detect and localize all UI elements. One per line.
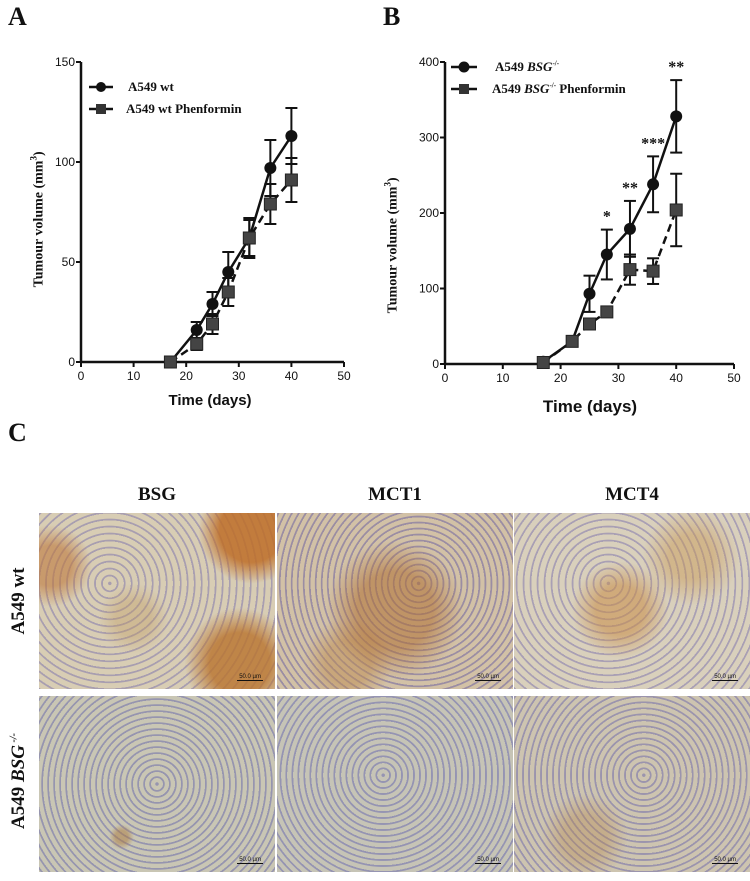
x-tick-label: 30 (232, 369, 246, 383)
ihc-image-bsg-ko-mct1: 50.0 µm (277, 696, 513, 872)
chart-b-xlabel: Time (days) (542, 397, 638, 416)
chart-a-xlabel: Time (days) (168, 392, 252, 409)
ihc-image-bsg-ko-mct4: 50.0 µm (514, 696, 750, 872)
x-tick-label: 10 (496, 371, 510, 385)
x-tick-label: 50 (337, 369, 351, 383)
y-tick-label: 150 (55, 55, 75, 69)
data-point (600, 248, 613, 261)
y-tick-label: 50 (62, 255, 76, 269)
legend-item-a549-wt: A549 wt (88, 76, 242, 98)
legend-item-a549-bsg: A549 BSG-/- (450, 56, 626, 78)
x-tick-label: 40 (670, 371, 684, 385)
data-point (536, 355, 550, 369)
data-point (190, 324, 203, 336)
data-point (206, 317, 219, 331)
panel-letter-c: C (8, 418, 27, 447)
y-tick-label: 0 (432, 357, 439, 371)
column-header-mct4: MCT4 (605, 484, 659, 505)
chart-a-ylabel: Tumour volume (mm3) (28, 151, 47, 288)
x-tick-label: 0 (78, 369, 85, 383)
significance-marker: *** (641, 135, 665, 152)
data-point (163, 355, 177, 369)
chart-b-ylabel: Tumour volume (mm3) (382, 177, 401, 314)
series-line (542, 115, 678, 363)
data-point (600, 305, 614, 319)
data-point (646, 264, 660, 278)
scale-bar: 50.0 µm (237, 674, 263, 681)
x-tick-label: 30 (612, 371, 626, 385)
series-line (542, 209, 678, 364)
legend-item-a549-bsg-phenformin: A549 BSG-/- Phenformin (450, 78, 626, 100)
x-tick-label: 20 (554, 371, 568, 385)
data-point (242, 231, 256, 245)
circle-marker-icon (451, 61, 477, 73)
data-point (583, 287, 596, 300)
data-point (284, 173, 298, 187)
y-tick-label: 200 (419, 206, 439, 220)
legend-item-a549-wt-phenformin: A549 wt Phenformin (88, 98, 242, 120)
data-point (206, 298, 219, 310)
data-point (623, 263, 637, 277)
x-tick-label: 40 (285, 369, 299, 383)
data-point (623, 222, 636, 235)
ihc-image-wt-mct1: 50.0 µm (277, 513, 513, 689)
data-point (190, 337, 204, 351)
column-header-mct1: MCT1 (368, 484, 422, 505)
y-tick-label: 400 (419, 55, 439, 69)
data-point (647, 178, 660, 191)
significance-marker: ** (668, 59, 684, 76)
column-header-bsg: BSG (137, 484, 177, 505)
data-point (264, 162, 277, 174)
data-point (221, 285, 235, 299)
scale-bar: 50.0 µm (237, 857, 263, 864)
significance-marker: * (603, 209, 611, 226)
square-marker-icon (451, 84, 477, 94)
square-marker-icon (89, 104, 113, 114)
data-point (669, 203, 683, 217)
ihc-image-wt-bsg: 50.0 µm (39, 513, 275, 689)
chart-a: 0 10 20 30 40 50 0 50 100 150 (55, 55, 351, 383)
y-tick-label: 300 (419, 131, 439, 145)
circle-marker-icon (89, 82, 113, 92)
panel-letter-b: B (383, 2, 401, 31)
row-label-a549-wt: A549 wt (8, 567, 29, 635)
y-tick-label: 100 (419, 282, 439, 296)
ihc-image-bsg-ko-bsg: 50.0 µm (39, 696, 275, 872)
data-point (565, 334, 579, 348)
scale-bar: 50.0 µm (475, 857, 501, 864)
x-tick-label: 10 (127, 369, 141, 383)
significance-marker: ** (622, 180, 638, 197)
scale-bar: 50.0 µm (712, 857, 738, 864)
data-point (285, 130, 298, 142)
data-point (263, 197, 277, 211)
panel-letter-a: A (8, 2, 27, 31)
chart-b-legend: A549 BSG-/- A549 BSG-/- Phenformin (450, 56, 626, 100)
row-label-a549-bsg: A549 BSG -/- (8, 733, 29, 829)
data-point (583, 317, 596, 331)
x-tick-label: 20 (180, 369, 194, 383)
y-tick-label: 100 (55, 155, 75, 169)
chart-a-legend: A549 wt A549 wt Phenformin (88, 76, 242, 120)
x-tick-label: 50 (727, 371, 741, 385)
scale-bar: 50.0 µm (712, 674, 738, 681)
ihc-image-wt-mct4: 50.0 µm (514, 513, 750, 689)
scale-bar: 50.0 µm (475, 674, 501, 681)
data-point (222, 266, 235, 278)
x-tick-label: 0 (442, 371, 449, 385)
data-point (670, 110, 683, 123)
y-tick-label: 0 (68, 355, 75, 369)
